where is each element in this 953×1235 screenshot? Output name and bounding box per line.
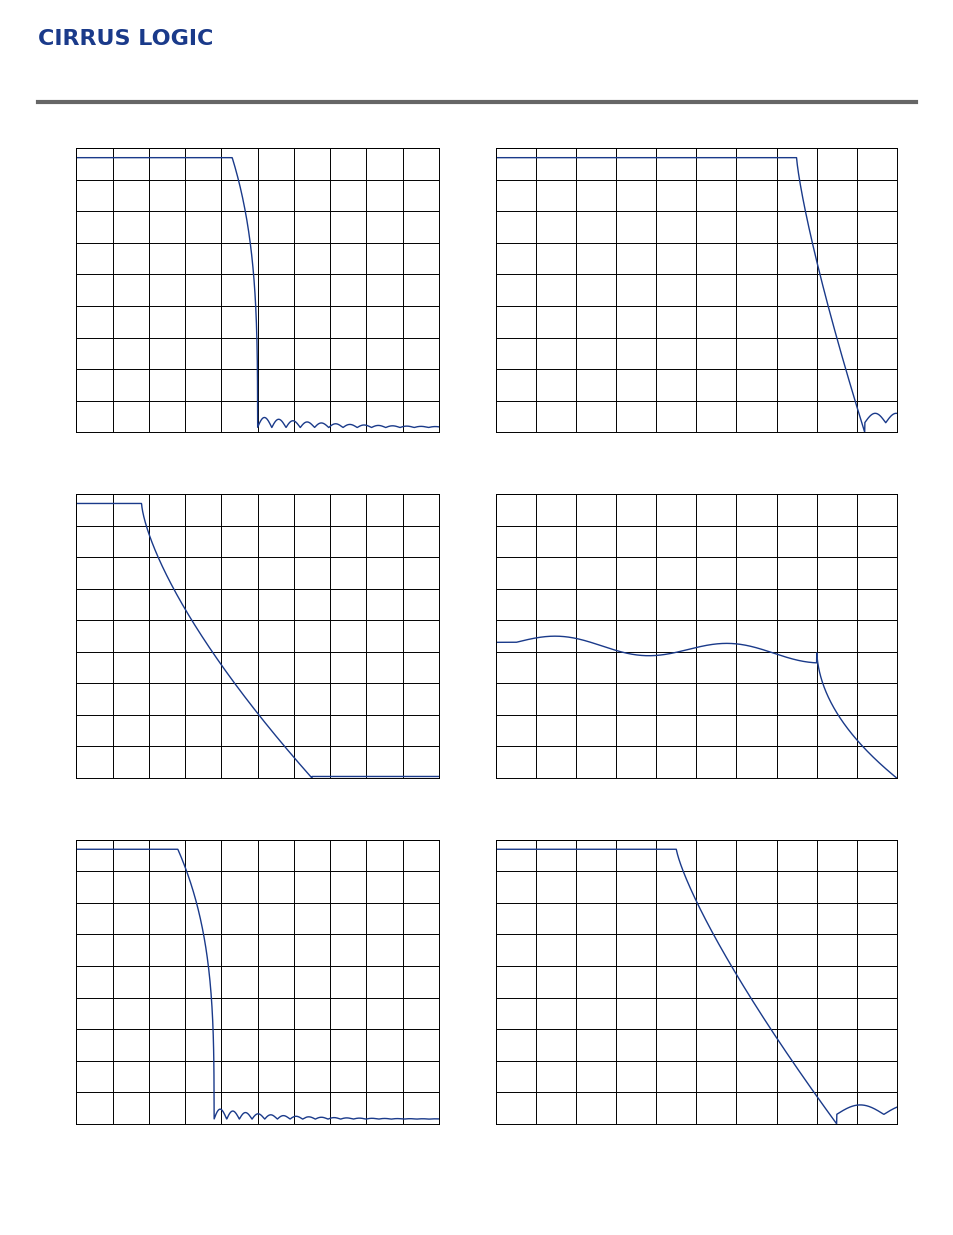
Text: CIRRUS LOGIC: CIRRUS LOGIC — [38, 28, 213, 49]
